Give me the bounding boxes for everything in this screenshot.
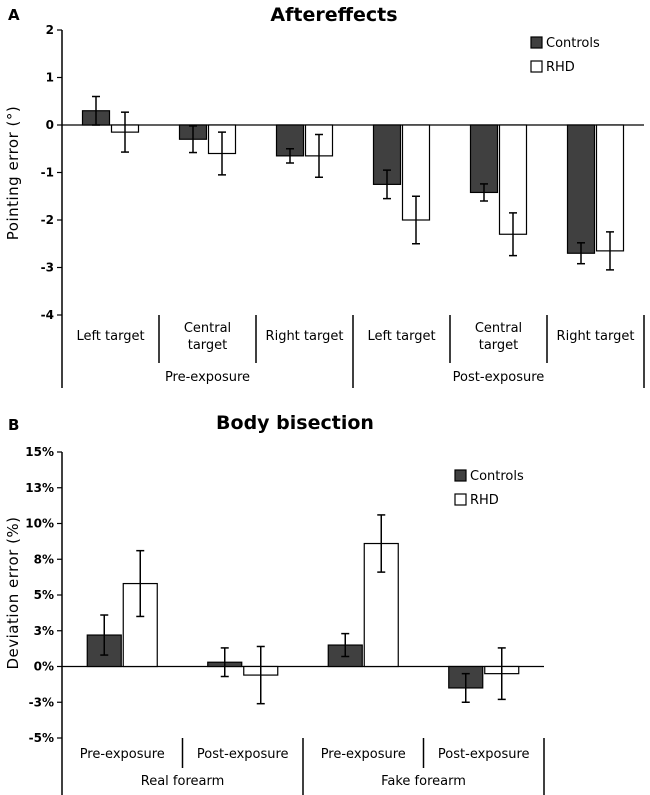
category-label: Pre-exposure [80,747,165,762]
y-tick-label: 2 [46,23,54,37]
panel-a-title: Aftereffects [270,4,397,26]
panel-b-ylabel: Deviation error (%) [4,516,22,669]
y-tick-label: 15% [25,445,54,459]
bar-controls [469,124,499,194]
y-tick-label: -1 [41,166,54,180]
y-tick-label: -2 [41,213,54,227]
category-label: Central [475,321,522,336]
legend-swatch-controls [530,36,543,49]
group-label: Real forearm [141,774,225,789]
category-label: Right target [557,329,635,344]
y-tick-label: 8% [34,552,54,566]
category-label: Left target [76,329,144,344]
panel-a-letter: A [8,6,20,24]
category-label: Right target [266,329,344,344]
category-label: Post-exposure [438,747,530,762]
group-label: Fake forearm [381,774,466,789]
y-tick-label: 5% [34,588,54,602]
panel-b-letter: B [8,416,19,434]
y-tick-label: -4 [41,308,54,322]
y-tick-label: -3% [29,695,54,709]
legend-label-rhd: RHD [470,493,499,508]
legend-swatch-rhd [530,60,543,73]
panel-b-title: Body bisection [216,412,374,434]
bar-controls [566,124,596,254]
y-tick-label: 0% [34,660,54,674]
group-label: Pre-exposure [165,370,250,385]
bar-rhd [595,124,625,252]
legend-swatch-controls [454,469,467,482]
y-tick-label: 1 [46,71,54,85]
legend-label-rhd: RHD [546,60,575,75]
y-tick-label: 3% [34,624,54,638]
y-tick-label: 10% [25,517,54,531]
y-tick-label: -5% [29,731,54,745]
y-tick-label: 13% [25,481,54,495]
legend-label-controls: Controls [470,469,524,484]
panel-a-plot: 2 1 0 -1 -2 -3 -4 Left target Central target Right… [41,23,645,388]
legend-swatch-rhd [454,493,467,506]
category-label: Post-exposure [197,747,289,762]
y-tick-label: -3 [41,261,54,275]
y-tick-label: 0 [46,118,54,132]
panel-b-plot: 15% 13% 10% 8% 5% 3% 0% -3% -5% Pre-exposure Post-… [25,445,545,795]
legend-label-controls: Controls [546,36,600,51]
category-label: Pre-exposure [321,747,406,762]
category-label: target [479,338,519,353]
category-label: target [188,338,228,353]
category-label: Central [184,321,231,336]
category-label: Left target [367,329,435,344]
group-label: Post-exposure [453,370,545,385]
panel-a-ylabel: Pointing error (°) [4,106,22,241]
